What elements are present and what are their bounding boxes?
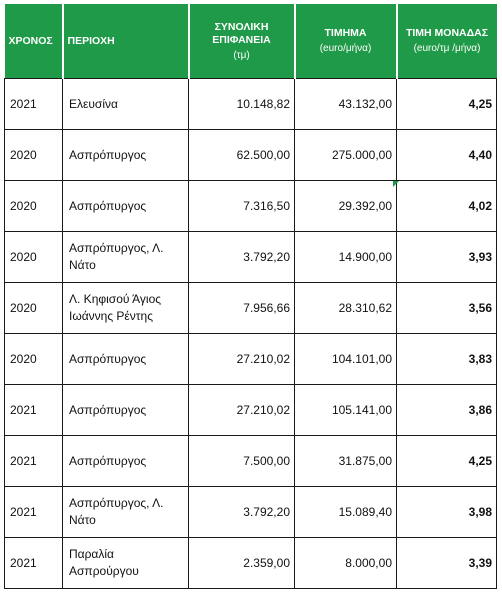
cell-unit-price: 3,86 bbox=[396, 384, 497, 436]
cell-rent: 275.000,00 bbox=[294, 129, 397, 181]
table-row: 2020 Ασπρόπυργος 7.316,50 29.392,00 4,02 bbox=[4, 180, 497, 232]
cell-year: 2021 bbox=[4, 435, 63, 487]
header-unit-price: ΤΙΜΗ ΜΟΝΑΔΑΣ (euro/τμ /μήνα) bbox=[396, 4, 497, 79]
cell-total-area: 2.359,00 bbox=[188, 537, 295, 589]
cell-unit-price: 3,56 bbox=[396, 282, 497, 334]
cell-total-area: 62.500,00 bbox=[188, 129, 295, 181]
cell-rent: 43.132,00 bbox=[294, 78, 397, 130]
cell-unit-price: 3,98 bbox=[396, 486, 497, 538]
cell-rent: 15.089,40 bbox=[294, 486, 397, 538]
cell-year: 2020 bbox=[4, 231, 63, 283]
cell-year: 2020 bbox=[4, 282, 63, 334]
cell-rent: 8.000,00 bbox=[294, 537, 397, 589]
header-total-area: ΣΥΝΟΛΙΚΗ ΕΠΙΦΑΝΕΙΑ (τμ) bbox=[188, 4, 296, 79]
cell-total-area: 27.210,02 bbox=[188, 384, 295, 436]
cell-unit-price: 4,25 bbox=[396, 78, 497, 130]
cell-total-area: 7.500,00 bbox=[188, 435, 295, 487]
cell-region: Ασπρόπυργος bbox=[62, 384, 189, 436]
cell-year: 2021 bbox=[4, 78, 63, 130]
cell-total-area: 7.316,50 bbox=[188, 180, 295, 232]
cell-rent: 14.900,00 bbox=[294, 231, 397, 283]
cell-unit-price: 4,25 bbox=[396, 435, 497, 487]
cell-total-area: 3.792,20 bbox=[188, 486, 295, 538]
cell-region: Ασπρόπυργος bbox=[62, 129, 189, 181]
cell-rent: 104.101,00 bbox=[294, 333, 397, 385]
cell-rent: 29.392,00 bbox=[294, 180, 397, 232]
cell-unit-price: 4,40 bbox=[396, 129, 497, 181]
header-rent: ΤΙΜΗΜΑ (euro/μήνα) bbox=[294, 4, 398, 79]
cell-unit-price: 3,93 bbox=[396, 231, 497, 283]
cell-region: Ελευσίνα bbox=[62, 78, 189, 130]
cell-total-area: 10.148,82 bbox=[188, 78, 295, 130]
cell-year: 2020 bbox=[4, 180, 63, 232]
cell-unit-price: 3,83 bbox=[396, 333, 497, 385]
cell-rent: 28.310,62 bbox=[294, 282, 397, 334]
cell-year: 2020 bbox=[4, 333, 63, 385]
cell-rent: 31.875,00 bbox=[294, 435, 397, 487]
table-row: 2020 Ασπρόπυργος 62.500,00 275.000,00 4,40 bbox=[4, 129, 497, 181]
table-row: 2021 Ασπρόπυργος, Λ. Νάτο 3.792,20 15.089,4… bbox=[4, 486, 497, 538]
table-row: 2020 Λ. Κηφισού Άγιος Ιωάννης Ρέντης 7.956… bbox=[4, 282, 497, 334]
table-header-row: ΧΡΟΝΟΣ ΠΕΡΙΟΧΗ ΣΥΝΟΛΙΚΗ ΕΠΙΦΑΝΕΙΑ (τμ) Τ… bbox=[4, 4, 497, 79]
cell-year: 2021 bbox=[4, 486, 63, 538]
cell-total-area: 7.956,66 bbox=[188, 282, 295, 334]
cell-region: Παραλία Ασπρούργου bbox=[62, 537, 189, 589]
cell-rent: 105.141,00 bbox=[294, 384, 397, 436]
cell-region: Ασπρόπυργος, Λ. Νάτο bbox=[62, 486, 189, 538]
cell-total-area: 3.792,20 bbox=[188, 231, 295, 283]
cell-unit-price: 4,02 bbox=[396, 180, 497, 232]
cell-region: Ασπρόπυργος bbox=[62, 333, 189, 385]
table-row: 2020 Ασπρόπυργος 27.210,02 104.101,00 3,83 bbox=[4, 333, 497, 385]
header-region: ΠΕΡΙΟΧΗ bbox=[62, 4, 190, 79]
cell-region: Λ. Κηφισού Άγιος Ιωάννης Ρέντης bbox=[62, 282, 189, 334]
table-row: 2020 Ασπρόπυργος, Λ. Νάτο 3.792,20 14.900,0… bbox=[4, 231, 497, 283]
cell-region: Ασπρόπυργος, Λ. Νάτο bbox=[62, 231, 189, 283]
cell-unit-price: 3,39 bbox=[396, 537, 497, 589]
table-row: 2021 Ασπρόπυργος 27.210,02 105.141,00 3,86 bbox=[4, 384, 497, 436]
rental-prices-table: ΧΡΟΝΟΣ ΠΕΡΙΟΧΗ ΣΥΝΟΛΙΚΗ ΕΠΙΦΑΝΕΙΑ (τμ) Τ… bbox=[4, 4, 497, 589]
table-row: 2021 Παραλία Ασπρούργου 2.359,00 8.000,00 3,… bbox=[4, 537, 497, 589]
cell-region: Ασπρόπυργος bbox=[62, 435, 189, 487]
cell-total-area: 27.210,02 bbox=[188, 333, 295, 385]
table-row: 2021 Ασπρόπυργος 7.500,00 31.875,00 4,25 bbox=[4, 435, 497, 487]
cell-region: Ασπρόπυργος bbox=[62, 180, 189, 232]
header-year: ΧΡΟΝΟΣ bbox=[4, 4, 64, 79]
cell-year: 2021 bbox=[4, 537, 63, 589]
cell-corner-marker bbox=[393, 181, 399, 187]
cell-year: 2020 bbox=[4, 129, 63, 181]
cell-year: 2021 bbox=[4, 384, 63, 436]
table-row: 2021 Ελευσίνα 10.148,82 43.132,00 4,25 bbox=[4, 78, 497, 130]
